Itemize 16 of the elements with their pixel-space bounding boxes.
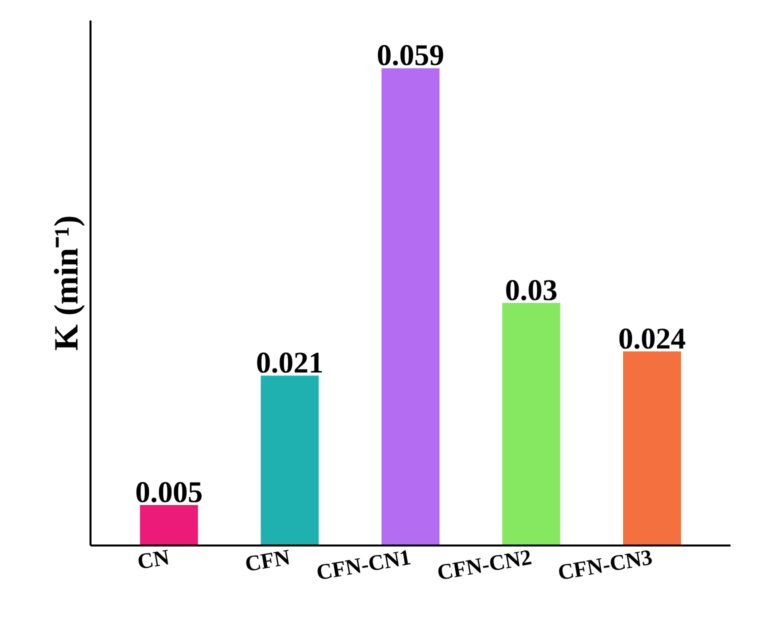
y-axis-title: K (min⁻¹) <box>48 215 86 351</box>
data-label: 0.024 <box>618 322 686 356</box>
bar <box>382 68 440 546</box>
x-tick-label: CN <box>136 544 172 574</box>
bar <box>502 302 560 546</box>
data-label: 0.03 <box>505 274 558 307</box>
x-tick-label: CFN-CN1 <box>314 544 413 585</box>
bar <box>623 351 681 546</box>
data-label: 0.059 <box>376 39 444 72</box>
x-tick-label: CFN <box>243 544 292 576</box>
x-tick-label: CFN-CN2 <box>435 544 534 585</box>
data-label: 0.021 <box>256 346 324 380</box>
bar <box>140 505 198 546</box>
data-label: 0.005 <box>135 476 203 510</box>
x-tick-label: CFN-CN3 <box>556 544 654 585</box>
bar <box>260 376 319 546</box>
